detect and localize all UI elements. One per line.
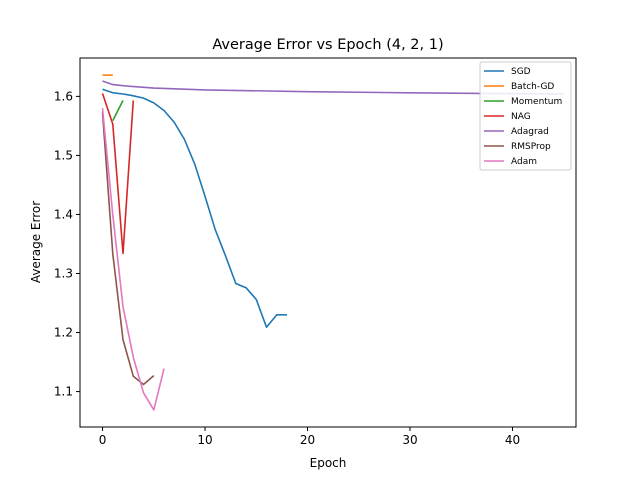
legend-label-momentum: Momentum — [511, 97, 562, 107]
chart-title: Average Error vs Epoch (4, 2, 1) — [212, 37, 443, 53]
x-tick-label: 20 — [300, 433, 315, 447]
series-line-adagrad — [102, 80, 564, 95]
y-axis-label: Average Error — [29, 201, 43, 283]
plot-frame — [79, 57, 577, 428]
x-tick-label: 40 — [505, 433, 520, 447]
legend-label-batch-gd: Batch-GD — [511, 82, 554, 92]
legend-label-adam: Adam — [511, 157, 537, 167]
y-tick-label: 1.5 — [54, 148, 73, 162]
series-line-sgd — [102, 88, 287, 329]
legend-label-sgd: SGD — [511, 67, 531, 77]
legend-label-nag: NAG — [511, 112, 531, 122]
y-tick-label: 1.1 — [54, 385, 73, 399]
y-tick-label: 1.3 — [54, 266, 73, 280]
series-line-momentum — [112, 100, 124, 121]
series-line-adam — [101, 108, 165, 411]
legend-frame — [479, 61, 572, 171]
legend: SGD Batch-GD Momentum NAG Adagrad RMSProp Adam — [479, 61, 572, 171]
series-line-rmsprop — [101, 112, 155, 386]
plot-lines — [101, 74, 564, 411]
y-tick-label: 1.6 — [54, 89, 73, 103]
x-axis-label: Epoch — [310, 456, 347, 470]
series-line-nag — [101, 93, 135, 255]
y-tick-label: 1.2 — [54, 326, 73, 340]
legend-label-adagrad: Adagrad — [511, 127, 549, 137]
y-tick-label: 1.4 — [54, 207, 73, 221]
x-tick-label: 0 — [99, 433, 107, 447]
y-axis: 1.1 1.2 1.3 1.4 1.5 1.6 — [54, 89, 80, 399]
x-tick-label: 10 — [197, 433, 212, 447]
legend-label-rmsprop: RMSProp — [511, 142, 551, 152]
x-tick-label: 30 — [402, 433, 417, 447]
x-axis: 0 10 20 30 40 — [99, 427, 520, 447]
